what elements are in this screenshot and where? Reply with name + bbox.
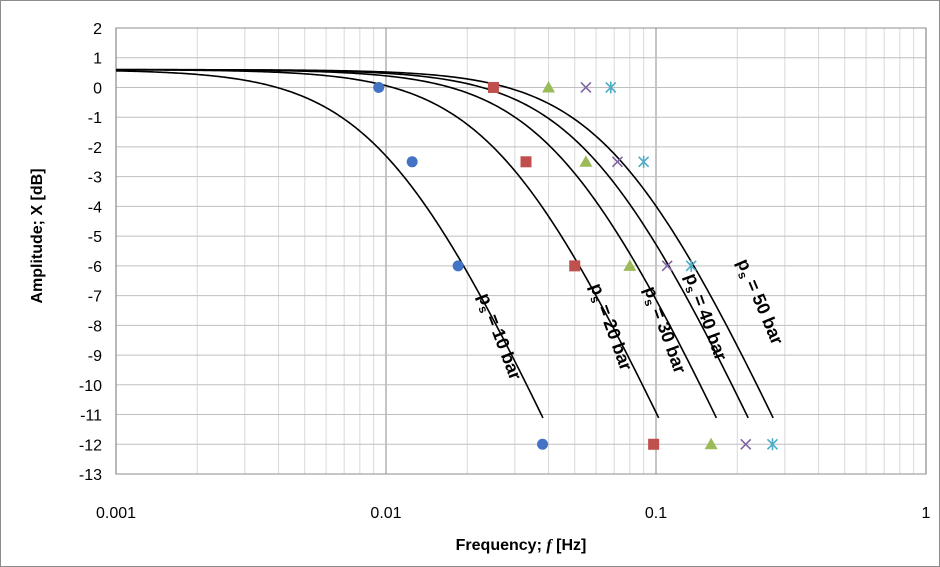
- y-tick-label: 2: [93, 21, 102, 38]
- fit-curves: [115, 68, 774, 419]
- fit-curve: [116, 68, 774, 419]
- x-tick-label: 0.1: [645, 505, 667, 522]
- square-marker: [487, 81, 499, 93]
- y-tick-label: -11: [80, 408, 102, 425]
- y-tick-label: 0: [93, 80, 102, 97]
- x-axis-title: Frequency; f [Hz]: [456, 537, 587, 554]
- star-marker: [605, 81, 617, 94]
- x-tick-label: 0.001: [96, 505, 136, 522]
- curve-label: ps = 30 bar: [637, 284, 690, 378]
- x-tick-label: 1: [922, 505, 931, 522]
- y-tick-label: -12: [79, 437, 102, 454]
- x-marker: [580, 81, 592, 94]
- triangle-marker: [579, 155, 593, 167]
- square-marker: [648, 438, 660, 450]
- y-tick-label: -1: [88, 110, 102, 127]
- y-tick-label: -6: [88, 259, 102, 276]
- triangle-marker: [704, 437, 718, 450]
- y-axis-title: Amplitude; X [dB]: [29, 168, 46, 303]
- triangle-marker: [623, 259, 637, 271]
- star-marker: [766, 438, 779, 451]
- star-marker: [638, 155, 650, 168]
- curve-label: ps = 20 bar: [583, 281, 636, 375]
- x-marker: [661, 260, 673, 272]
- y-tick-label: 1: [93, 51, 102, 68]
- y-tick-label: -13: [79, 467, 102, 484]
- triangle-marker: [542, 80, 556, 93]
- grid-lines: [115, 27, 927, 475]
- y-tick-label: -10: [79, 378, 102, 395]
- x-tick-label: 0.01: [370, 505, 401, 522]
- x-marker: [740, 438, 752, 450]
- y-tick-label: -8: [88, 318, 102, 335]
- y-tick-label: -7: [88, 289, 102, 306]
- star-marker: [685, 259, 697, 272]
- y-tick-label: -5: [88, 229, 102, 246]
- circle-marker: [537, 438, 549, 450]
- circle-marker: [406, 156, 418, 168]
- y-tick-label: -9: [88, 348, 102, 365]
- tick-labels: 2 1 0 -1 -2 -3 -4 -5 -6 -7 -8 -9 -10 -11 -12 -13 0.001 0.…: [79, 21, 931, 522]
- circle-marker: [373, 81, 385, 93]
- square-marker: [569, 260, 581, 272]
- plot-area-border: [115, 27, 927, 475]
- curve-label: ps = 10 bar: [471, 290, 525, 383]
- x-marker: [611, 156, 624, 168]
- square-marker: [520, 156, 532, 168]
- y-tick-label: -3: [88, 170, 102, 187]
- fit-curve: [115, 68, 749, 419]
- y-tick-label: -4: [88, 199, 102, 216]
- circle-marker: [452, 260, 464, 272]
- y-tick-label: -2: [88, 140, 102, 157]
- fit-curve: [115, 70, 544, 419]
- data-markers: [373, 80, 779, 451]
- curve-label: ps = 50 bar: [731, 256, 788, 349]
